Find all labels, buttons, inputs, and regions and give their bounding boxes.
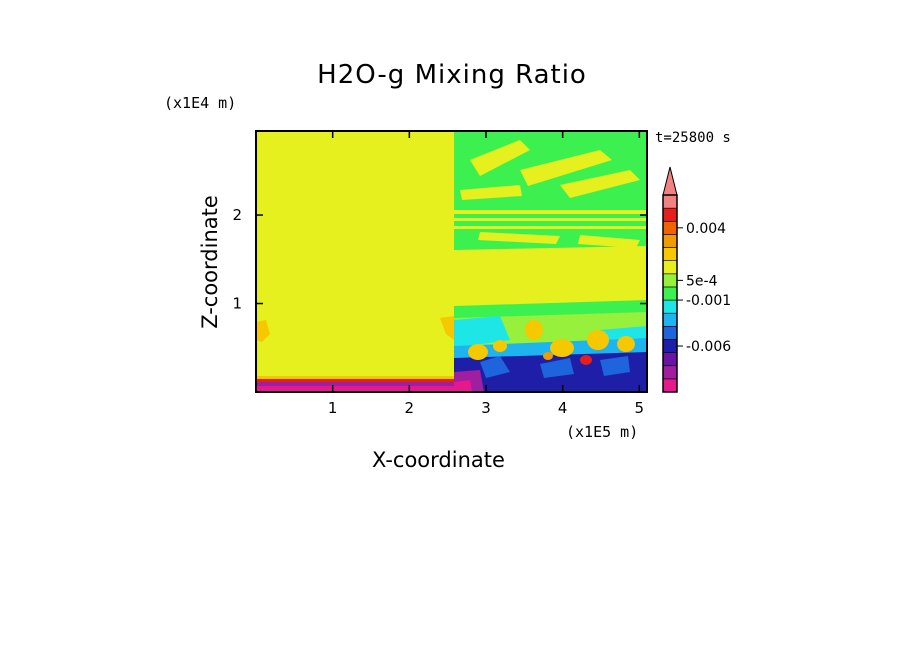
colorbar-swatch xyxy=(662,273,678,288)
y-tick-label: 1 xyxy=(232,295,242,313)
colorbar-swatch xyxy=(662,378,678,393)
colorbar-swatch xyxy=(662,220,678,235)
colorbar-swatch xyxy=(662,326,678,340)
x-tick-label: 4 xyxy=(558,399,568,417)
x-tick-label: 1 xyxy=(328,399,338,417)
colorbar-swatch xyxy=(662,312,678,327)
colorbar-swatch xyxy=(662,207,678,222)
colorbar-label: -0.006 xyxy=(686,339,731,355)
time-label: t=25800 s xyxy=(655,130,731,146)
colorbar-swatch xyxy=(662,286,678,301)
plot-frame xyxy=(255,130,648,393)
y-axis-unit: (x1E4 m) xyxy=(164,94,237,112)
x-axis-unit: (x1E5 m) xyxy=(566,423,639,441)
colorbar-swatch xyxy=(662,352,678,367)
axis-ticks: 1 2 3 4 5 1 2 xyxy=(232,131,647,417)
colorbar-swatch xyxy=(662,339,678,353)
x-axis-label: X-coordinate xyxy=(372,448,505,472)
colorbar-extend-arrow xyxy=(662,166,678,196)
x-tick-label: 2 xyxy=(405,399,415,417)
colorbar-label: 5e-4 xyxy=(686,273,718,289)
colorbar-swatch xyxy=(662,247,678,261)
x-tick-label: 3 xyxy=(481,399,491,417)
colorbar-frame xyxy=(662,194,678,393)
chart-title: H2O-g Mixing Ratio xyxy=(317,60,587,90)
colorbar-swatch xyxy=(662,260,678,275)
field-image xyxy=(256,131,647,392)
colorbar-swatch xyxy=(662,365,678,380)
colorbar: 0.004 5e-4 -0.001 -0.006 xyxy=(662,166,731,393)
y-tick-label: 2 xyxy=(232,206,242,224)
colorbar-label: -0.001 xyxy=(686,293,731,309)
colorbar-swatch xyxy=(662,234,678,248)
colorbar-swatch xyxy=(662,299,678,314)
colorbar-label: 0.004 xyxy=(686,221,726,237)
x-tick-label: 5 xyxy=(635,399,645,417)
colorbar-swatch xyxy=(662,194,678,209)
